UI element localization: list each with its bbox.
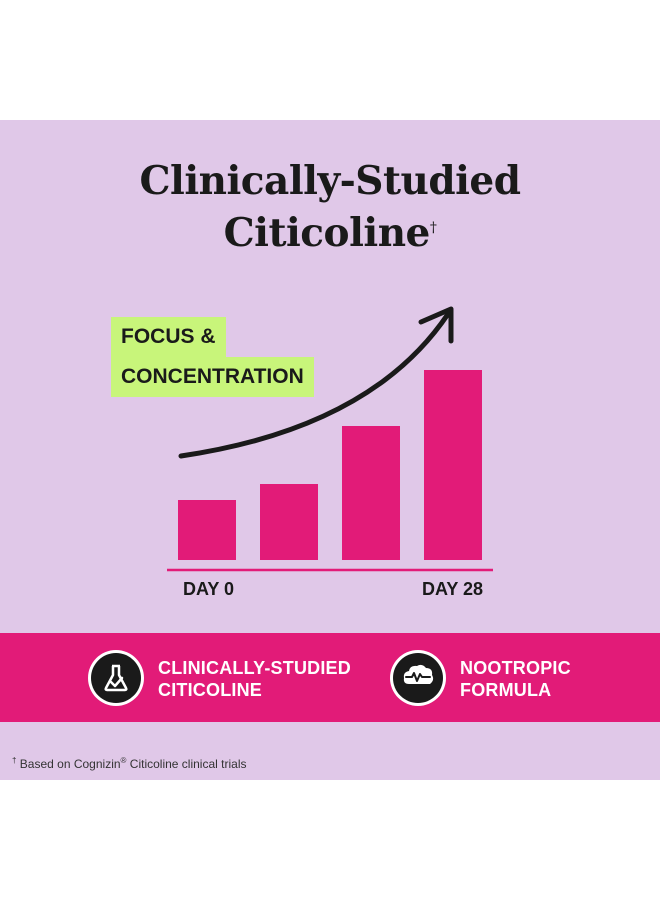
title-line-2: Citicoline†	[0, 205, 660, 257]
feature-band: CLINICALLY-STUDIED CITICOLINE NOOTROPIC …	[0, 633, 660, 722]
chart-label-line-2: CONCENTRATION	[111, 357, 314, 397]
feature-1-line-2: CITICOLINE	[158, 680, 262, 700]
feature-text-1: CLINICALLY-STUDIED CITICOLINE	[158, 657, 351, 701]
feature-text-2: NOOTROPIC FORMULA	[460, 657, 571, 701]
page-title: Clinically-Studied Citicoline†	[0, 158, 660, 257]
bar-4	[424, 370, 482, 560]
footnote-registered: ®	[120, 756, 127, 765]
feature-badge-2	[390, 650, 446, 706]
bar-3	[342, 426, 400, 560]
tick-label-day-28: DAY 28	[422, 579, 484, 599]
footnote-dagger: †	[12, 756, 17, 765]
trend-arrowhead	[418, 306, 454, 344]
brain-pulse-icon	[393, 653, 443, 703]
chart-label-line-1: FOCUS &	[111, 317, 226, 357]
feature-2-line-1: NOOTROPIC	[460, 658, 571, 678]
feature-1-line-1: CLINICALLY-STUDIED	[158, 658, 351, 678]
flask-check-icon	[91, 653, 141, 703]
bar-2	[260, 484, 318, 560]
footnote-text-before: Based on Cognizin	[19, 757, 121, 771]
feature-badge-1	[88, 650, 144, 706]
trend-arrow	[178, 311, 451, 459]
footnote-text-after: Citicoline clinical trials	[129, 757, 247, 771]
tick-label-day-0: DAY 0	[183, 579, 235, 599]
title-dagger: †	[429, 220, 437, 236]
feature-2-line-2: FORMULA	[460, 680, 552, 700]
footnote: † Based on Cognizin® Citicoline clinical…	[12, 756, 246, 771]
title-line-2-text: Citicoline	[223, 210, 431, 256]
bar-1	[178, 500, 236, 560]
title-line-1: Clinically-Studied	[139, 158, 521, 204]
